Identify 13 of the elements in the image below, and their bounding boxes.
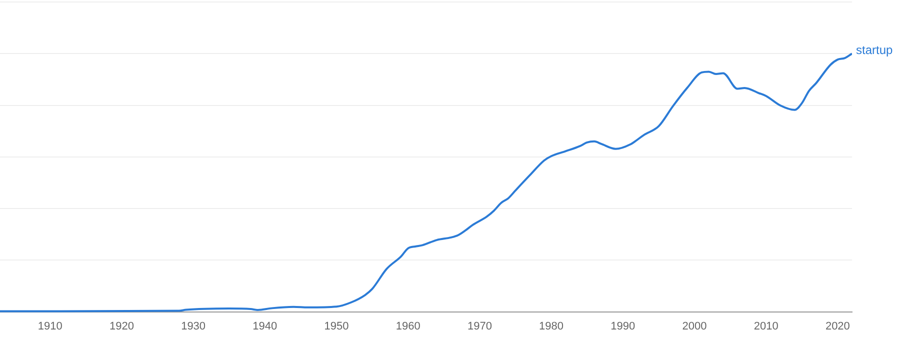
x-tick-label: 1950 <box>324 320 349 332</box>
x-tick-label: 1970 <box>467 320 492 332</box>
x-tick-label: 2020 <box>825 320 850 332</box>
x-tick-label: 1930 <box>181 320 206 332</box>
x-tick-label: 2000 <box>682 320 707 332</box>
x-tick-label: 1920 <box>109 320 134 332</box>
x-tick-label: 1980 <box>539 320 564 332</box>
x-tick-label: 1940 <box>252 320 278 332</box>
x-tick-label: 1910 <box>38 320 62 332</box>
series-label: startup <box>856 42 894 57</box>
x-tick-label: 1990 <box>610 320 636 332</box>
x-tick-label: 2010 <box>754 320 778 332</box>
x-tick-label: 1960 <box>396 320 420 332</box>
